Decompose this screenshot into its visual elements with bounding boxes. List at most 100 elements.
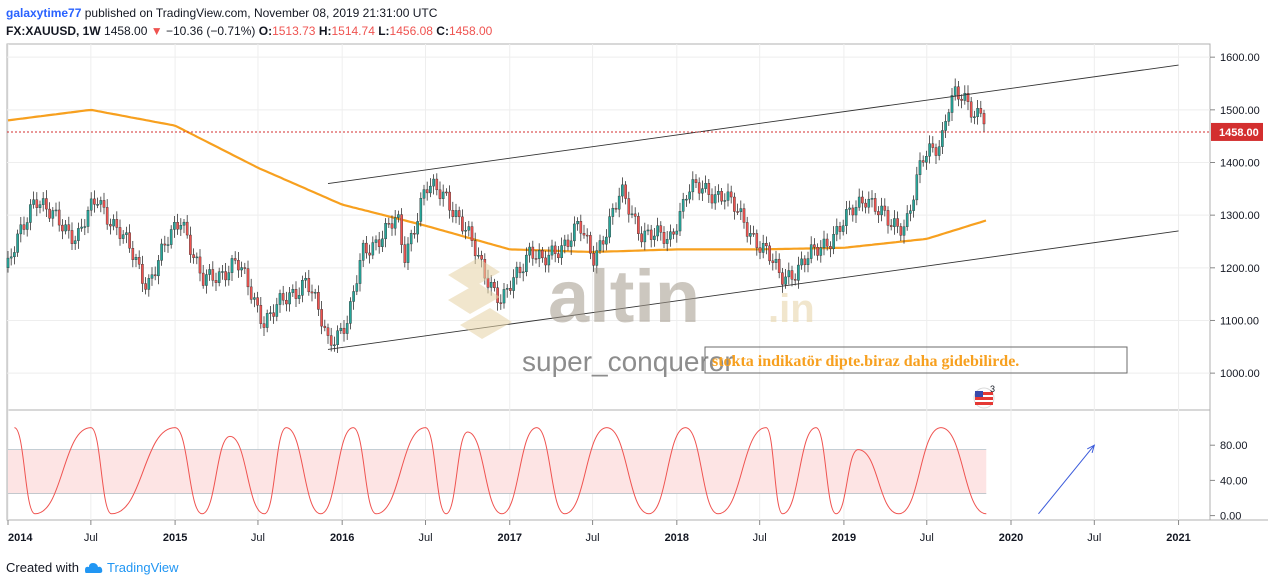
candle-body (339, 327, 343, 331)
candle-body (921, 160, 925, 163)
candle-body (189, 234, 192, 255)
username-link[interactable]: galaxytime77 (6, 6, 82, 20)
price-tick-label: 1300.00 (1220, 210, 1260, 222)
candle-body (774, 258, 778, 263)
candle-body (499, 302, 503, 304)
candle-body (851, 207, 855, 216)
candle-body (281, 293, 285, 301)
close-value: 1458.00 (448, 24, 493, 38)
candle-body (35, 199, 39, 208)
candle-body (29, 204, 32, 223)
candle-body (608, 216, 611, 238)
watermark-tld: .in (768, 287, 815, 331)
candle-body (761, 243, 765, 253)
price-tick-label: 1600.00 (1220, 52, 1260, 64)
candle-body (621, 184, 624, 197)
time-tick-label: 2019 (832, 532, 856, 544)
candle-body (797, 264, 800, 281)
low-label: L: (378, 24, 390, 38)
candle-body (976, 108, 979, 117)
candle-body (800, 258, 803, 266)
candle-body (793, 279, 797, 281)
candle-body (969, 101, 973, 118)
candle-body (93, 198, 96, 205)
candle-body (182, 221, 186, 226)
candle-body (185, 221, 189, 236)
candle-body (873, 198, 877, 212)
candle-body (934, 147, 938, 156)
tradingview-logo-link[interactable]: TradingView (106, 560, 179, 575)
candle-body (662, 232, 666, 244)
candle-body (493, 282, 496, 288)
candle-body (720, 191, 723, 202)
time-tick-label: 2014 (8, 532, 33, 544)
candle-body (304, 278, 307, 281)
candle-body (918, 160, 922, 175)
candle-body (896, 218, 899, 227)
chart-frame (6, 43, 1268, 521)
candle-body (672, 231, 675, 235)
annotation-box[interactable]: stokta indikatör dipte.biraz daha gidebi… (704, 346, 1128, 374)
candle-body (560, 245, 563, 259)
candle-body (982, 113, 986, 125)
candle-body (217, 271, 221, 283)
chart-header: galaxytime77 published on TradingView.co… (6, 4, 906, 40)
candle-body (365, 242, 368, 254)
price-tick-label: 1100.00 (1220, 315, 1259, 327)
candle-body (121, 234, 125, 239)
channel-lines[interactable] (327, 64, 1179, 350)
event-flag-icon[interactable]: 3 (973, 384, 995, 409)
candle-body (614, 207, 618, 210)
candle-body (617, 195, 621, 210)
candle-body (726, 191, 730, 201)
candle-body (211, 269, 215, 281)
time-tick-label: Jul (84, 532, 98, 544)
grid-lines (7, 44, 1210, 520)
last-price-line: 1458.00 (7, 122, 1263, 141)
candle-body (803, 258, 807, 266)
stoch-tick-label: 80.00 (1220, 440, 1248, 452)
candle-body (643, 230, 647, 243)
candle-series (6, 78, 986, 353)
candle-body (137, 257, 141, 265)
candle-body (749, 233, 752, 237)
candle-body (272, 312, 275, 317)
candle-body (147, 278, 151, 290)
candle-body (169, 229, 173, 245)
candle-body (825, 238, 829, 247)
time-tick-label: 2017 (497, 532, 521, 544)
candle-body (877, 211, 880, 216)
time-axis[interactable]: 2014 Jul 2015 Jul 2016 Jul 2017 Jul 2018 Jul 2019 J… (7, 520, 1191, 544)
candle-body (781, 272, 784, 285)
candle-body (176, 222, 179, 230)
candle-body (336, 330, 339, 346)
candle-body (61, 224, 64, 232)
candle-body (278, 293, 282, 305)
candle-body (265, 313, 269, 328)
candle-body (848, 207, 851, 210)
candle-body (489, 282, 493, 288)
candle-body (105, 207, 109, 225)
candle-body (624, 184, 627, 199)
candle-body (723, 200, 727, 202)
candle-body (925, 156, 928, 163)
candle-body (525, 254, 528, 273)
time-tick-label: Jul (418, 532, 432, 544)
candle-body (979, 108, 983, 114)
candle-body (515, 266, 519, 278)
candle-body (195, 256, 199, 259)
candle-body (880, 205, 883, 216)
candle-body (569, 240, 573, 247)
candle-body (179, 224, 183, 230)
ma-path (7, 108, 987, 254)
candle-body (841, 225, 845, 232)
candle-body (432, 178, 435, 187)
candle-body (38, 204, 42, 208)
candle-body (777, 258, 781, 273)
watermark-brand: altin (548, 255, 700, 338)
candle-body (115, 219, 119, 228)
time-tick-label: Jul (251, 532, 265, 544)
candle-body (297, 295, 301, 299)
price-axis[interactable]: 1000.00 1100.00 1200.00 1300.00 1400.00 1500.… (1210, 52, 1260, 523)
